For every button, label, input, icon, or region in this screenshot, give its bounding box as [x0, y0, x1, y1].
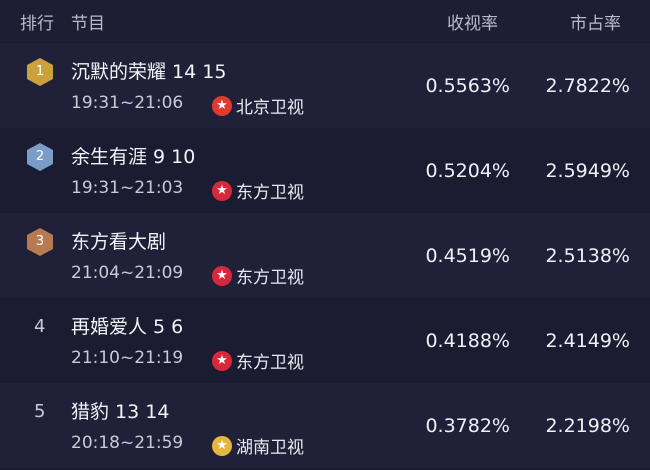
channel: ★ 东方卫视	[212, 178, 304, 203]
time-range: 21:04~21:09	[71, 263, 184, 283]
share-value: 2.5949%	[545, 160, 630, 182]
table-row[interactable]: 1 沉默的荣耀 14 15 19:31~21:06 ★ 北京卫视 0.5563% 2…	[0, 43, 650, 128]
dragon-tv-icon: ★	[212, 350, 232, 371]
share-value: 2.5138%	[545, 245, 630, 267]
beijing-tv-icon: ★	[212, 95, 232, 116]
channel-name: 东方卫视	[236, 353, 304, 373]
channel-name: 北京卫视	[236, 98, 304, 118]
header-program: 节目	[71, 14, 105, 34]
table-header: 排行 节目 收视率 市占率	[0, 0, 650, 42]
channel-name: 东方卫视	[236, 268, 304, 288]
channel-name: 东方卫视	[236, 183, 304, 203]
time-range: 20:18~21:59	[71, 433, 184, 453]
rating-value: 0.4519%	[425, 245, 510, 267]
hunan-tv-icon: ★	[212, 435, 232, 456]
channel: ★ 东方卫视	[212, 348, 304, 373]
rank-badge-icon: 1	[27, 58, 53, 86]
rank-number: 4	[34, 316, 46, 337]
channel: ★ 湖南卫视	[212, 433, 304, 458]
rank-badge-icon: 2	[27, 143, 53, 171]
table-row[interactable]: 2 余生有涯 9 10 19:31~21:03 ★ 东方卫视 0.5204% 2.5…	[0, 128, 650, 213]
program-title: 余生有涯 9 10	[71, 146, 196, 168]
dragon-tv-icon: ★	[212, 180, 232, 201]
time-range: 21:10~21:19	[71, 348, 184, 368]
table-row[interactable]: 5 猎豹 13 14 20:18~21:59 ★ 湖南卫视 0.3782% 2.21…	[0, 383, 650, 468]
dragon-tv-icon: ★	[212, 265, 232, 286]
share-value: 2.2198%	[545, 415, 630, 437]
share-value: 2.4149%	[545, 330, 630, 352]
header-rating: 收视率	[447, 14, 498, 34]
header-rank: 排行	[20, 14, 54, 34]
rating-value: 0.4188%	[425, 330, 510, 352]
time-range: 19:31~21:03	[71, 178, 184, 198]
channel-name: 湖南卫视	[236, 438, 304, 458]
program-title: 猎豹 13 14	[71, 401, 170, 423]
rating-value: 0.3782%	[425, 415, 510, 437]
program-title: 再婚爱人 5 6	[71, 316, 184, 338]
channel: ★ 北京卫视	[212, 93, 304, 118]
program-title: 沉默的荣耀 14 15	[71, 61, 227, 83]
rank-number: 5	[34, 401, 46, 422]
time-range: 19:31~21:06	[71, 93, 184, 113]
rating-value: 0.5563%	[425, 75, 510, 97]
header-share: 市占率	[570, 14, 621, 34]
channel: ★ 东方卫视	[212, 263, 304, 288]
rank-badge-icon: 3	[27, 228, 53, 256]
table-row[interactable]: 3 东方看大剧 21:04~21:09 ★ 东方卫视 0.4519% 2.5138%	[0, 213, 650, 298]
table-row[interactable]: 4 再婚爱人 5 6 21:10~21:19 ★ 东方卫视 0.4188% 2.41…	[0, 298, 650, 383]
share-value: 2.7822%	[545, 75, 630, 97]
rating-value: 0.5204%	[425, 160, 510, 182]
program-title: 东方看大剧	[71, 231, 167, 253]
